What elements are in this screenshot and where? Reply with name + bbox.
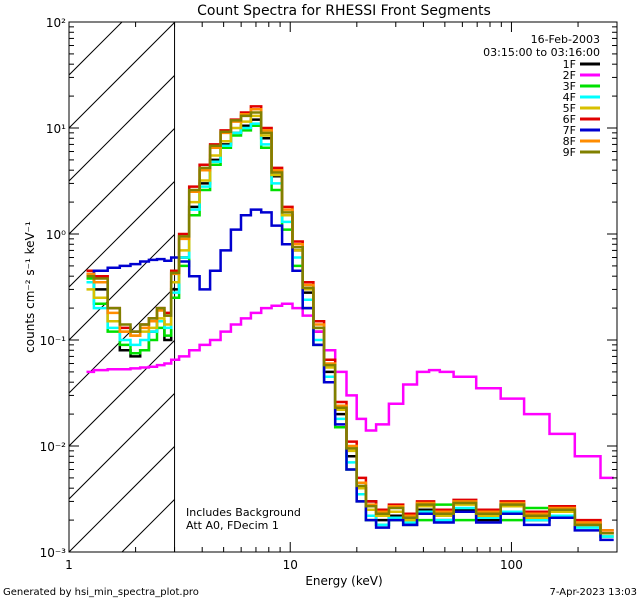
annotation-background: Includes Background — [186, 506, 301, 519]
series-line-9f — [86, 111, 614, 535]
hatch-line — [440, 0, 640, 552]
y-tick-label: 10⁻³ — [40, 546, 67, 560]
series-line-7f — [86, 208, 614, 542]
series-line-2f — [86, 302, 614, 480]
hatch-line — [546, 0, 640, 552]
y-tick-label: 10⁻¹ — [40, 334, 67, 348]
subtitle-time: 03:15:00 to 03:16:00 — [483, 46, 600, 59]
y-tick-label: 10⁻² — [40, 440, 67, 454]
hatch-line — [69, 286, 175, 394]
legend-label-2f: 2F — [563, 69, 576, 82]
hatch-line — [69, 74, 175, 182]
hatch-line — [599, 0, 640, 552]
legend-label-9f: 9F — [563, 146, 576, 159]
hatch-line — [69, 339, 175, 447]
y-tick-label: 10² — [46, 16, 66, 30]
hatch-line — [281, 0, 640, 552]
hatch-line — [387, 0, 640, 552]
hatch-line — [228, 0, 640, 552]
x-axis-label: Energy (keV) — [305, 574, 382, 588]
series-line-3f — [86, 124, 614, 538]
hatch-line — [69, 392, 175, 500]
annotation-attenuator: Att A0, FDecim 1 — [186, 519, 279, 532]
legend-label-4f: 4F — [563, 91, 576, 104]
legend-label-6f: 6F — [563, 113, 576, 126]
hatched-region — [69, 0, 640, 552]
y-axis-label: counts cm⁻² s⁻¹ keV⁻¹ — [23, 221, 37, 353]
hatch-line — [334, 0, 640, 552]
footer-timestamp: 7-Apr-2023 13:03 — [550, 587, 637, 598]
legend-label-7f: 7F — [563, 124, 576, 137]
hatch-line — [69, 445, 175, 552]
x-tick-label: 10 — [283, 558, 298, 572]
y-tick-label: 10⁰ — [46, 228, 66, 242]
x-tick-label: 100 — [500, 558, 523, 572]
subtitle-date: 16-Feb-2003 — [531, 33, 600, 46]
y-tick-label: 10¹ — [46, 122, 66, 136]
legend-label-1f: 1F — [563, 58, 576, 71]
chart-title: Count Spectra for RHESSI Front Segments — [197, 3, 491, 19]
footer-generated-by: Generated by hsi_min_spectra_plot.pro — [3, 587, 199, 598]
hatch-line — [69, 22, 123, 76]
hatch-line — [69, 180, 175, 288]
legend-label-8f: 8F — [563, 135, 576, 148]
plot-frame — [68, 21, 618, 553]
x-tick-label: 1 — [65, 558, 73, 572]
legend-label-3f: 3F — [563, 80, 576, 93]
legend-label-5f: 5F — [563, 102, 576, 115]
hatch-line — [69, 22, 175, 129]
hatch-line — [69, 127, 175, 235]
hatch-line — [69, 233, 175, 341]
